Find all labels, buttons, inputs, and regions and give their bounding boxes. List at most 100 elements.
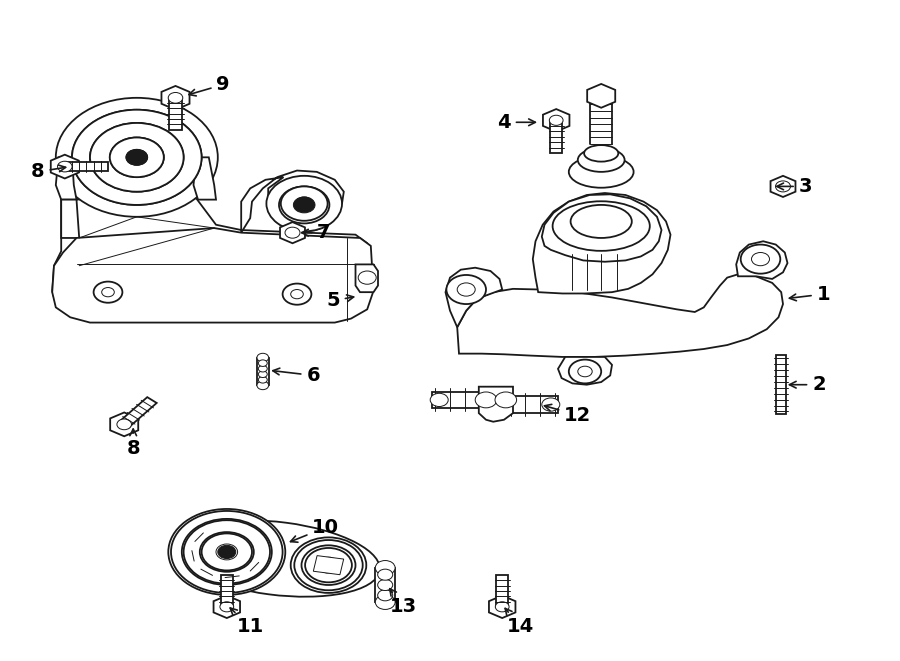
Circle shape — [58, 161, 72, 172]
Circle shape — [358, 271, 376, 284]
Polygon shape — [551, 120, 562, 153]
Circle shape — [171, 511, 283, 593]
Circle shape — [776, 181, 790, 192]
Ellipse shape — [584, 145, 618, 161]
Polygon shape — [542, 194, 662, 262]
Circle shape — [72, 110, 202, 205]
Circle shape — [741, 245, 780, 274]
Polygon shape — [313, 556, 344, 574]
Circle shape — [220, 602, 234, 612]
Circle shape — [258, 377, 267, 383]
Ellipse shape — [571, 205, 632, 238]
Circle shape — [102, 288, 114, 297]
Polygon shape — [446, 268, 502, 327]
Circle shape — [305, 548, 352, 582]
Polygon shape — [587, 84, 616, 108]
Text: 2: 2 — [789, 375, 826, 394]
Polygon shape — [50, 155, 79, 178]
Polygon shape — [257, 358, 268, 385]
Circle shape — [578, 366, 592, 377]
Circle shape — [279, 186, 329, 223]
Polygon shape — [558, 357, 612, 385]
Polygon shape — [222, 532, 333, 585]
Circle shape — [378, 580, 392, 590]
Circle shape — [295, 197, 313, 210]
Polygon shape — [508, 396, 557, 412]
Polygon shape — [52, 198, 371, 319]
Circle shape — [378, 590, 392, 601]
Circle shape — [285, 227, 300, 238]
Text: 3: 3 — [777, 177, 812, 196]
Circle shape — [291, 537, 366, 593]
Text: 6: 6 — [273, 366, 320, 385]
Circle shape — [126, 149, 148, 165]
Text: 5: 5 — [326, 292, 354, 310]
Polygon shape — [110, 412, 139, 436]
Circle shape — [258, 366, 267, 372]
Circle shape — [110, 137, 164, 177]
Polygon shape — [169, 98, 182, 130]
Circle shape — [495, 602, 509, 612]
Polygon shape — [120, 397, 157, 427]
Polygon shape — [280, 222, 305, 243]
Polygon shape — [543, 109, 570, 132]
Text: 8: 8 — [31, 163, 66, 181]
Polygon shape — [65, 162, 108, 171]
Circle shape — [752, 253, 770, 266]
Circle shape — [446, 275, 486, 304]
Circle shape — [117, 419, 131, 430]
Circle shape — [182, 519, 272, 585]
Circle shape — [294, 540, 363, 590]
Polygon shape — [736, 241, 788, 279]
Circle shape — [320, 559, 338, 572]
Text: 10: 10 — [291, 518, 339, 542]
Circle shape — [542, 398, 560, 411]
Circle shape — [184, 520, 270, 584]
Ellipse shape — [569, 156, 634, 188]
Polygon shape — [56, 157, 76, 200]
Circle shape — [318, 557, 339, 573]
Circle shape — [378, 569, 392, 580]
Circle shape — [475, 392, 497, 408]
Circle shape — [375, 561, 395, 575]
Polygon shape — [194, 157, 216, 200]
Polygon shape — [489, 596, 516, 618]
Circle shape — [293, 197, 315, 213]
Circle shape — [430, 393, 448, 407]
Polygon shape — [213, 596, 240, 618]
Circle shape — [168, 93, 183, 103]
Circle shape — [258, 371, 267, 377]
Circle shape — [291, 290, 303, 299]
Circle shape — [90, 123, 184, 192]
Circle shape — [302, 545, 356, 585]
Ellipse shape — [578, 148, 625, 172]
Text: 12: 12 — [544, 405, 591, 424]
Circle shape — [200, 532, 254, 572]
Circle shape — [257, 381, 269, 389]
Polygon shape — [432, 391, 482, 408]
Polygon shape — [52, 228, 374, 323]
Circle shape — [257, 353, 269, 362]
Circle shape — [72, 110, 202, 205]
Polygon shape — [457, 274, 783, 357]
Polygon shape — [533, 193, 670, 293]
Polygon shape — [61, 200, 79, 238]
Text: 7: 7 — [302, 223, 331, 242]
Circle shape — [218, 545, 236, 559]
Polygon shape — [161, 86, 190, 110]
Circle shape — [281, 186, 328, 221]
Circle shape — [457, 283, 475, 296]
Polygon shape — [770, 176, 796, 197]
Text: 4: 4 — [497, 113, 536, 132]
Ellipse shape — [176, 520, 380, 597]
Polygon shape — [375, 568, 395, 602]
Circle shape — [168, 509, 285, 595]
Circle shape — [216, 544, 238, 560]
Text: 11: 11 — [230, 608, 264, 636]
Text: 14: 14 — [505, 608, 534, 636]
Polygon shape — [776, 355, 787, 414]
Circle shape — [126, 149, 148, 165]
Text: 8: 8 — [126, 429, 140, 457]
Polygon shape — [479, 387, 513, 422]
Circle shape — [268, 178, 340, 231]
